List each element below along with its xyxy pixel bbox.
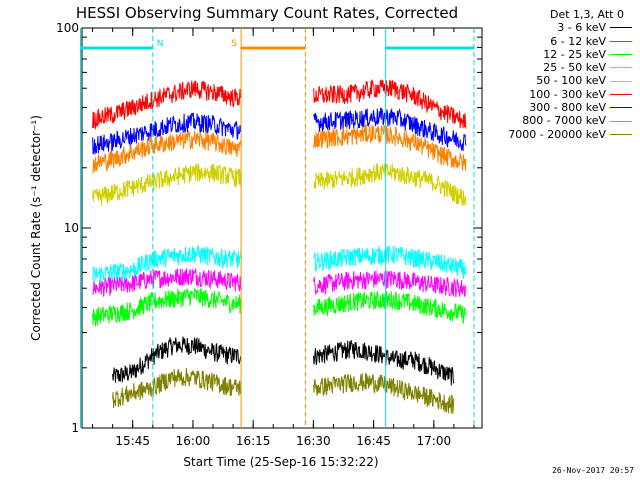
legend-label: 6 - 12 keV: [550, 34, 606, 48]
legend-item: 25 - 50 keV: [482, 61, 632, 74]
legend-label: 12 - 25 keV: [543, 47, 606, 61]
series-line: [313, 107, 467, 152]
legend-label: 800 - 7000 keV: [522, 114, 606, 128]
x-tick-label: 16:30: [296, 434, 331, 448]
legend-label: 7000 - 20000 keV: [508, 127, 606, 141]
annotation-label: N: [157, 39, 164, 49]
plot-area: 15:45 16:00 16:15 16:30 16:45 17:00 1 10 100 N S: [56, 21, 483, 448]
y-tick-label: 10: [64, 221, 79, 235]
series-line: [112, 336, 242, 383]
legend-label: 25 - 50 keV: [543, 61, 606, 75]
series-line: [92, 268, 242, 297]
series-line: [92, 80, 242, 130]
x-axis-label: Start Time (25-Sep-16 15:32:22): [183, 455, 378, 469]
legend-item: 6 - 12 keV: [482, 35, 632, 48]
series-line: [313, 245, 467, 280]
y-tick-label: 100: [56, 21, 79, 35]
series-line: [92, 245, 242, 284]
legend-swatch: [610, 107, 632, 109]
legend-label: 3 - 6 keV: [557, 21, 606, 35]
legend-swatch: [610, 93, 632, 95]
series-line: [313, 163, 467, 207]
series-line: [313, 124, 467, 171]
legend-item: 12 - 25 keV: [482, 48, 632, 61]
series-line: [92, 130, 242, 174]
x-tick-label: 16:45: [356, 434, 391, 448]
legend-swatch: [610, 133, 632, 135]
legend-item: 100 - 300 keV: [482, 88, 632, 101]
legend-swatch: [610, 120, 632, 122]
legend-item: 300 - 800 keV: [482, 101, 632, 114]
annotation-label: S: [231, 39, 237, 49]
x-tick-label: 17:00: [417, 434, 452, 448]
chart-title: HESSI Observing Summary Count Rates, Cor…: [76, 4, 458, 22]
legend-swatch: [610, 80, 632, 82]
legend-swatch: [610, 67, 632, 69]
legend-title: Det 1,3, Att 0: [550, 8, 624, 21]
legend-label: 100 - 300 keV: [529, 87, 606, 101]
legend-swatch: [610, 40, 632, 42]
x-tick-label: 16:15: [236, 434, 271, 448]
legend-item: 50 - 100 keV: [482, 74, 632, 87]
series-line: [313, 373, 455, 414]
legend-item: 800 - 7000 keV: [482, 114, 632, 127]
legend-label: 300 - 800 keV: [529, 101, 606, 115]
series-line: [92, 163, 242, 206]
series-line: [313, 290, 467, 324]
legend-item: 3 - 6 keV: [482, 21, 632, 34]
legend-label: 50 - 100 keV: [536, 74, 606, 88]
series-line: [313, 79, 467, 129]
y-tick-label: 1: [71, 421, 79, 435]
series-line: [112, 368, 242, 409]
series-line: [92, 287, 242, 327]
legend-swatch: [610, 54, 632, 56]
generation-timestamp: 26-Nov-2017 20:57: [552, 466, 634, 475]
x-tick-label: 16:00: [176, 434, 211, 448]
legend-swatch: [610, 27, 632, 29]
y-axis-label: Corrected Count Rate (s⁻¹ detector⁻¹): [29, 115, 43, 341]
legend-item: 7000 - 20000 keV: [482, 128, 632, 141]
series-line: [313, 270, 467, 298]
x-tick-label: 15:45: [115, 434, 150, 448]
series-line: [92, 112, 242, 155]
legend: Det 1,3, Att 0 3 - 6 keV 6 - 12 keV 12 - 2…: [482, 8, 632, 141]
series-line: [313, 340, 455, 386]
